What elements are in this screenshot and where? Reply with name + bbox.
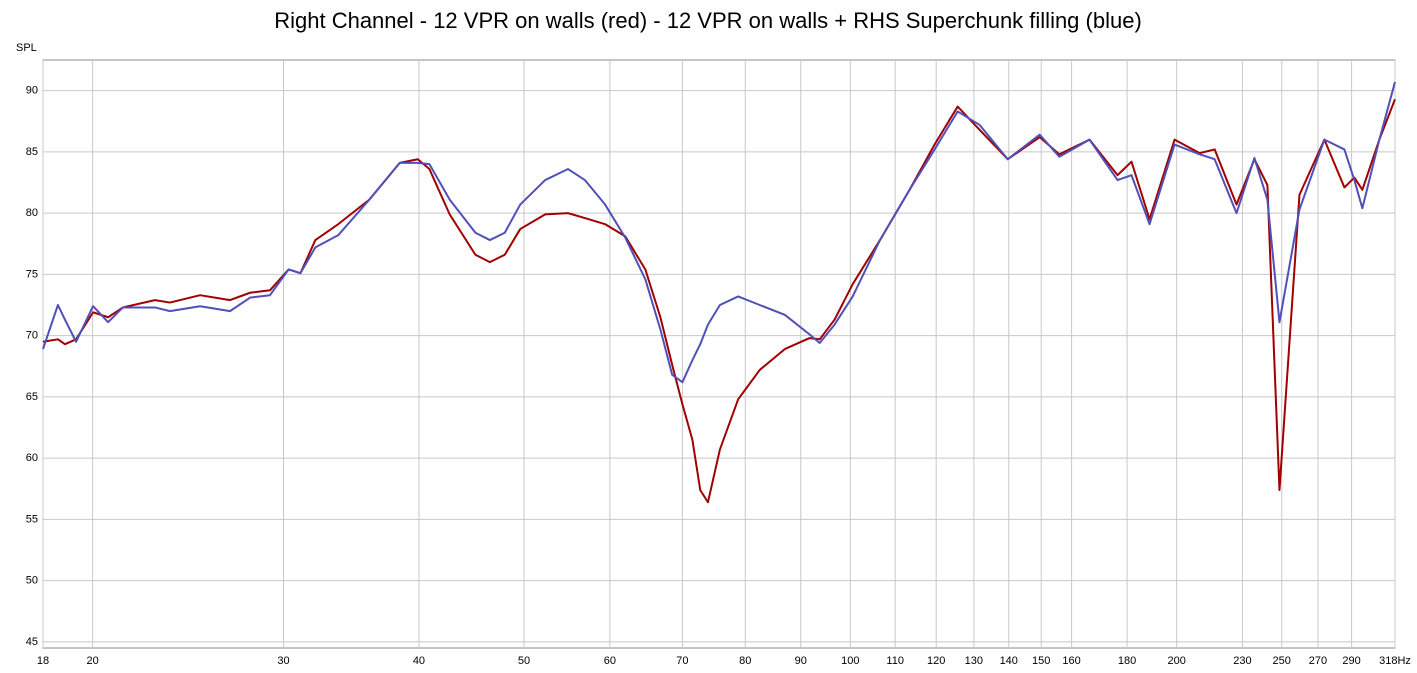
x-tick-label: 120 bbox=[927, 655, 945, 667]
x-tick-label: 80 bbox=[739, 655, 751, 667]
y-tick-label: 45 bbox=[26, 636, 38, 648]
x-tick-label: 250 bbox=[1273, 655, 1291, 667]
x-tick-label: 18 bbox=[37, 655, 49, 667]
x-tick-label: 130 bbox=[965, 655, 983, 667]
line-series bbox=[42, 81, 1396, 384]
x-tick-label: 100 bbox=[841, 655, 859, 667]
x-tick-label: 110 bbox=[886, 655, 904, 667]
y-tick-label: 60 bbox=[26, 452, 38, 464]
line-series bbox=[42, 98, 1396, 504]
y-tick-label: 85 bbox=[26, 146, 38, 158]
x-tick-label: 270 bbox=[1309, 655, 1327, 667]
x-tick-label: 30 bbox=[277, 655, 289, 667]
y-tick-label: 65 bbox=[26, 391, 38, 403]
chart-title: Right Channel - 12 VPR on walls (red) - … bbox=[274, 8, 1142, 33]
y-tick-label: 75 bbox=[26, 268, 38, 280]
y-tick-label: 50 bbox=[26, 575, 38, 587]
x-tick-label: 140 bbox=[1000, 655, 1018, 667]
x-tick-label: 290 bbox=[1342, 655, 1360, 667]
x-tick-label: 150 bbox=[1032, 655, 1050, 667]
x-tick-label: 60 bbox=[604, 655, 616, 667]
x-tick-label: 50 bbox=[518, 655, 530, 667]
y-tick-label: 80 bbox=[26, 207, 38, 219]
y-tick-label: 90 bbox=[26, 85, 38, 97]
x-tick-label: 90 bbox=[795, 655, 807, 667]
x-tick-label: 70 bbox=[676, 655, 688, 667]
x-tick-label: 160 bbox=[1062, 655, 1080, 667]
x-tick-label: 40 bbox=[413, 655, 425, 667]
y-tick-label: 55 bbox=[26, 513, 38, 525]
y-axis-label: SPL bbox=[16, 42, 37, 54]
x-tick-label: 318Hz bbox=[1379, 655, 1411, 667]
y-tick-label: 70 bbox=[26, 330, 38, 342]
x-tick-label: 230 bbox=[1233, 655, 1251, 667]
x-tick-label: 20 bbox=[86, 655, 98, 667]
x-tick-label: 180 bbox=[1118, 655, 1136, 667]
x-tick-label: 200 bbox=[1167, 655, 1185, 667]
